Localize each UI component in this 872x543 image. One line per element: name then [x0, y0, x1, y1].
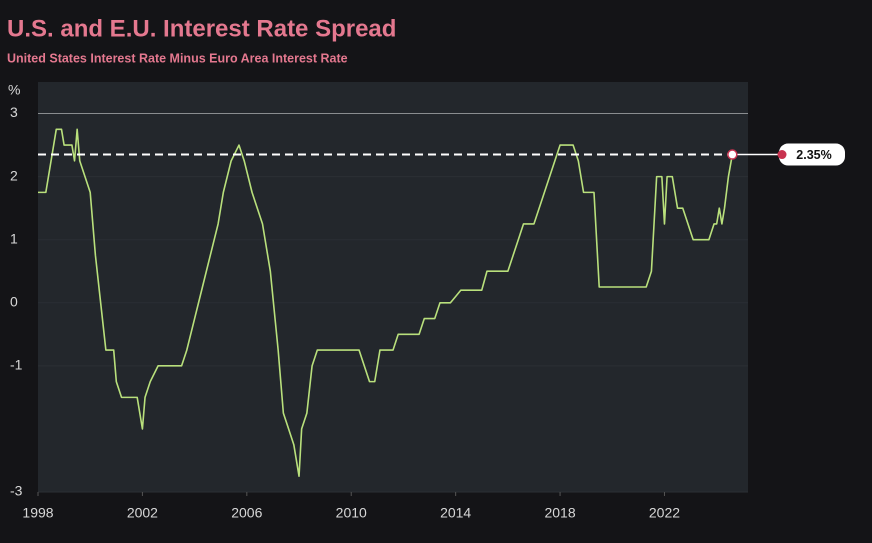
x-tick-label: 2014 — [440, 505, 471, 521]
y-tick-label: 0 — [10, 293, 18, 309]
data-line — [38, 128, 734, 478]
callout-box — [779, 143, 845, 166]
callout-dot — [777, 150, 787, 160]
chart-subtitle: United States Interest Rate Minus Euro A… — [7, 51, 348, 65]
x-tick-label: 2022 — [649, 505, 680, 521]
x-tick-label: 2002 — [127, 505, 158, 521]
y-tick-label: 2 — [10, 167, 18, 183]
x-tick-label: 2018 — [544, 505, 575, 521]
y-axis-label: % — [8, 82, 20, 98]
x-tick-label: 1998 — [22, 505, 53, 521]
y-tick-label: -3 — [10, 483, 23, 499]
y-tick-label: 1 — [10, 230, 18, 246]
x-tick-label: 2006 — [231, 505, 262, 521]
y-tick-label: -1 — [10, 357, 23, 373]
x-tick-label: 2010 — [336, 505, 367, 521]
y-tick-label: 3 — [10, 104, 18, 120]
callout-label: 2.35% — [796, 148, 831, 162]
end-marker — [727, 149, 738, 160]
chart-title: U.S. and E.U. Interest Rate Spread — [7, 15, 396, 42]
